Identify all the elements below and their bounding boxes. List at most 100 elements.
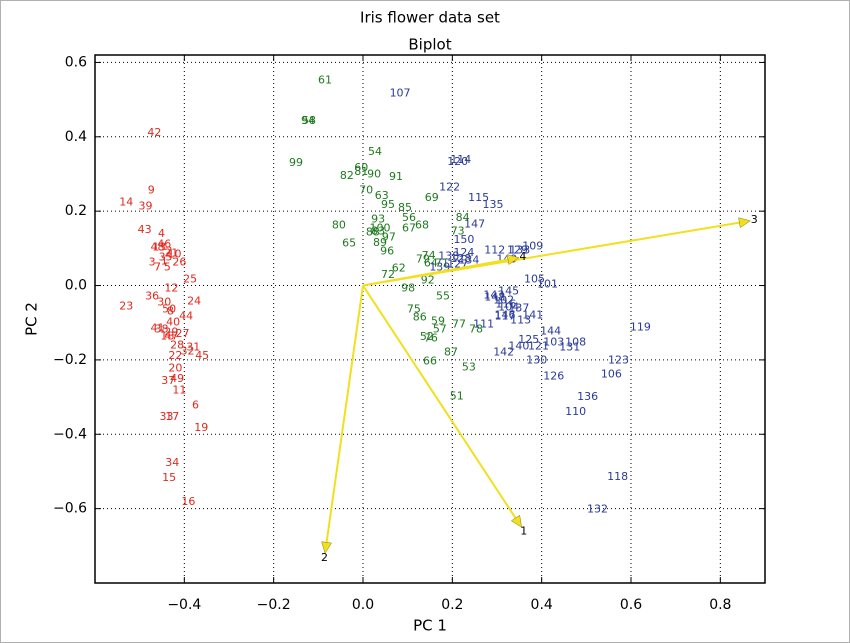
point-label: 50 xyxy=(162,302,176,315)
point-label: 4 xyxy=(158,227,165,240)
point-label: 116 xyxy=(495,297,516,310)
point-label: 88 xyxy=(366,226,380,239)
point-label: 12 xyxy=(164,282,178,295)
y-tick-label: −0.2 xyxy=(53,352,87,368)
point-label: 122 xyxy=(439,181,460,194)
point-label: 54 xyxy=(368,145,382,158)
point-label: 143 xyxy=(483,289,504,302)
point-label: 79 xyxy=(416,253,430,266)
point-label: 128 xyxy=(450,252,471,265)
point-label: 7 xyxy=(154,261,161,274)
y-axis-label: PC 2 xyxy=(23,302,41,336)
point-label: 108 xyxy=(565,335,586,348)
point-label: 21 xyxy=(164,247,178,260)
point-label: 27 xyxy=(176,327,190,340)
point-label: 36 xyxy=(145,289,159,302)
point-label: 18 xyxy=(160,329,174,342)
point-label: 132 xyxy=(587,503,608,516)
point-label: 101 xyxy=(537,277,558,290)
point-label: 117 xyxy=(495,309,516,322)
point-label: 90 xyxy=(367,168,381,181)
arrow-head xyxy=(510,514,522,528)
point-label: 56 xyxy=(402,211,416,224)
point-label: 2 xyxy=(166,245,173,258)
point-label: 3 xyxy=(149,255,156,268)
point-label: 20 xyxy=(168,361,182,374)
point-label: 104 xyxy=(498,300,519,313)
point-label: 84 xyxy=(456,211,470,224)
point-label: 94 xyxy=(301,114,315,127)
point-label: 121 xyxy=(528,340,549,353)
point-label: 72 xyxy=(381,268,395,281)
point-label: 134 xyxy=(458,254,479,267)
point-label: 95 xyxy=(381,198,395,211)
x-tick-label: 0.0 xyxy=(352,597,374,613)
point-label: 30 xyxy=(157,296,171,309)
arrow-head xyxy=(321,541,332,554)
point-label: 83 xyxy=(371,225,385,238)
arrow-label: 3 xyxy=(751,213,758,226)
point-label: 8 xyxy=(167,305,174,318)
point-label: 66 xyxy=(423,354,437,367)
loading-arrow xyxy=(362,258,509,287)
point-label: 47 xyxy=(164,329,178,342)
point-label: 39 xyxy=(138,200,152,213)
point-label: 111 xyxy=(473,318,494,331)
point-label: 62 xyxy=(392,261,406,274)
y-tick-label: 0.0 xyxy=(65,278,87,294)
point-label: 1 xyxy=(161,255,168,268)
plot-area xyxy=(94,54,766,584)
y-tick-label: −0.6 xyxy=(53,501,87,517)
point-label: 114 xyxy=(450,153,471,166)
point-label: 130 xyxy=(526,353,547,366)
point-label: 28 xyxy=(170,338,184,351)
point-label: 9 xyxy=(148,184,155,197)
point-label: 106 xyxy=(601,367,622,380)
point-label: 25 xyxy=(183,273,197,286)
point-label: 97 xyxy=(382,231,396,244)
point-label: 98 xyxy=(401,282,415,295)
point-label: 112 xyxy=(484,244,505,257)
point-label: 105 xyxy=(524,273,545,286)
arrow-head xyxy=(738,217,751,229)
point-label: 124 xyxy=(453,246,474,259)
point-label: 29 xyxy=(164,325,178,338)
point-label: 93 xyxy=(371,213,385,226)
point-label: 64 xyxy=(424,257,438,270)
point-label: 109 xyxy=(522,239,543,252)
point-label: 23 xyxy=(119,299,133,312)
point-label: 58 xyxy=(302,114,316,127)
point-label: 92 xyxy=(421,274,435,287)
point-label: 138 xyxy=(438,250,459,263)
point-label: 82 xyxy=(340,169,354,182)
x-axis-label: PC 1 xyxy=(413,617,447,635)
point-label: 137 xyxy=(508,302,529,315)
point-label: 60 xyxy=(354,161,368,174)
point-label: 78 xyxy=(469,322,483,335)
point-label: 119 xyxy=(630,321,651,334)
point-label: 71 xyxy=(435,257,449,270)
point-label: 11 xyxy=(172,383,186,396)
point-label: 80 xyxy=(332,219,346,232)
loading-arrow xyxy=(362,284,517,519)
point-label: 22 xyxy=(168,349,182,362)
point-label: 61 xyxy=(318,73,332,86)
point-label: 14 xyxy=(119,196,133,209)
point-label: 142 xyxy=(493,345,514,358)
point-label: 16 xyxy=(181,495,195,508)
point-label: 113 xyxy=(510,313,531,326)
point-label: 43 xyxy=(138,223,152,236)
x-tick-label: −0.4 xyxy=(167,597,201,613)
point-label: 87 xyxy=(444,345,458,358)
point-label: 103 xyxy=(543,335,564,348)
x-tick-label: 0.6 xyxy=(620,597,642,613)
point-label: 126 xyxy=(543,369,564,382)
point-label: 145 xyxy=(498,284,519,297)
point-label: 86 xyxy=(413,311,427,324)
point-label: 76 xyxy=(424,331,438,344)
point-label: 51 xyxy=(450,389,464,402)
point-label: 133 xyxy=(509,244,530,257)
point-label: 123 xyxy=(608,353,629,366)
point-label: 89 xyxy=(373,236,387,249)
